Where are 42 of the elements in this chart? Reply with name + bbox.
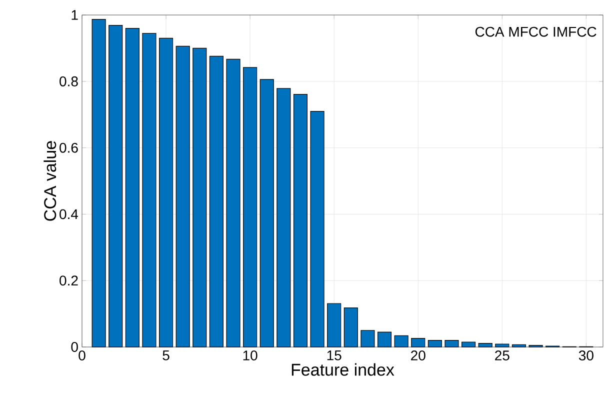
bar	[209, 56, 224, 348]
bar	[478, 343, 492, 348]
bar	[92, 19, 106, 348]
bar	[260, 79, 274, 348]
bar	[226, 58, 240, 348]
y-tick-label: 0.8	[60, 76, 78, 86]
bar	[142, 32, 156, 348]
y-tick-label: 0.2	[60, 276, 78, 286]
bar	[344, 308, 358, 348]
bar	[394, 335, 408, 348]
x-tick-label: 25	[495, 350, 510, 360]
x-tick-label: 20	[411, 350, 426, 360]
y-axis-title: CCA value	[44, 141, 56, 221]
x-tick-label: 15	[327, 350, 342, 360]
y-tick-label: 0.4	[60, 209, 78, 220]
bar	[293, 94, 308, 348]
bar	[276, 88, 291, 348]
bar	[125, 28, 140, 348]
bar	[512, 344, 526, 348]
x-tick-label: 5	[162, 350, 170, 360]
bar	[360, 330, 375, 348]
bar	[428, 340, 442, 348]
bar	[176, 46, 190, 348]
x-tick-label: 30	[578, 350, 594, 360]
y-tick-label: 0.6	[60, 142, 78, 153]
y-tick-label: 1	[72, 10, 78, 20]
x-axis-title: Feature index	[292, 363, 394, 376]
bar	[310, 110, 324, 348]
bar	[243, 67, 258, 348]
y-tick-label: 0	[71, 342, 78, 352]
x-tick-label: 0	[78, 350, 86, 360]
bar	[192, 48, 207, 348]
bar	[411, 338, 426, 348]
bar	[444, 340, 459, 348]
bar	[377, 332, 392, 348]
bar	[462, 342, 476, 348]
bar	[108, 24, 123, 348]
annotation: CCA MFCC IMFCC	[475, 26, 596, 37]
bar	[495, 344, 510, 348]
bar	[159, 38, 174, 348]
x-tick-label: 10	[243, 350, 258, 360]
bar	[327, 303, 342, 348]
